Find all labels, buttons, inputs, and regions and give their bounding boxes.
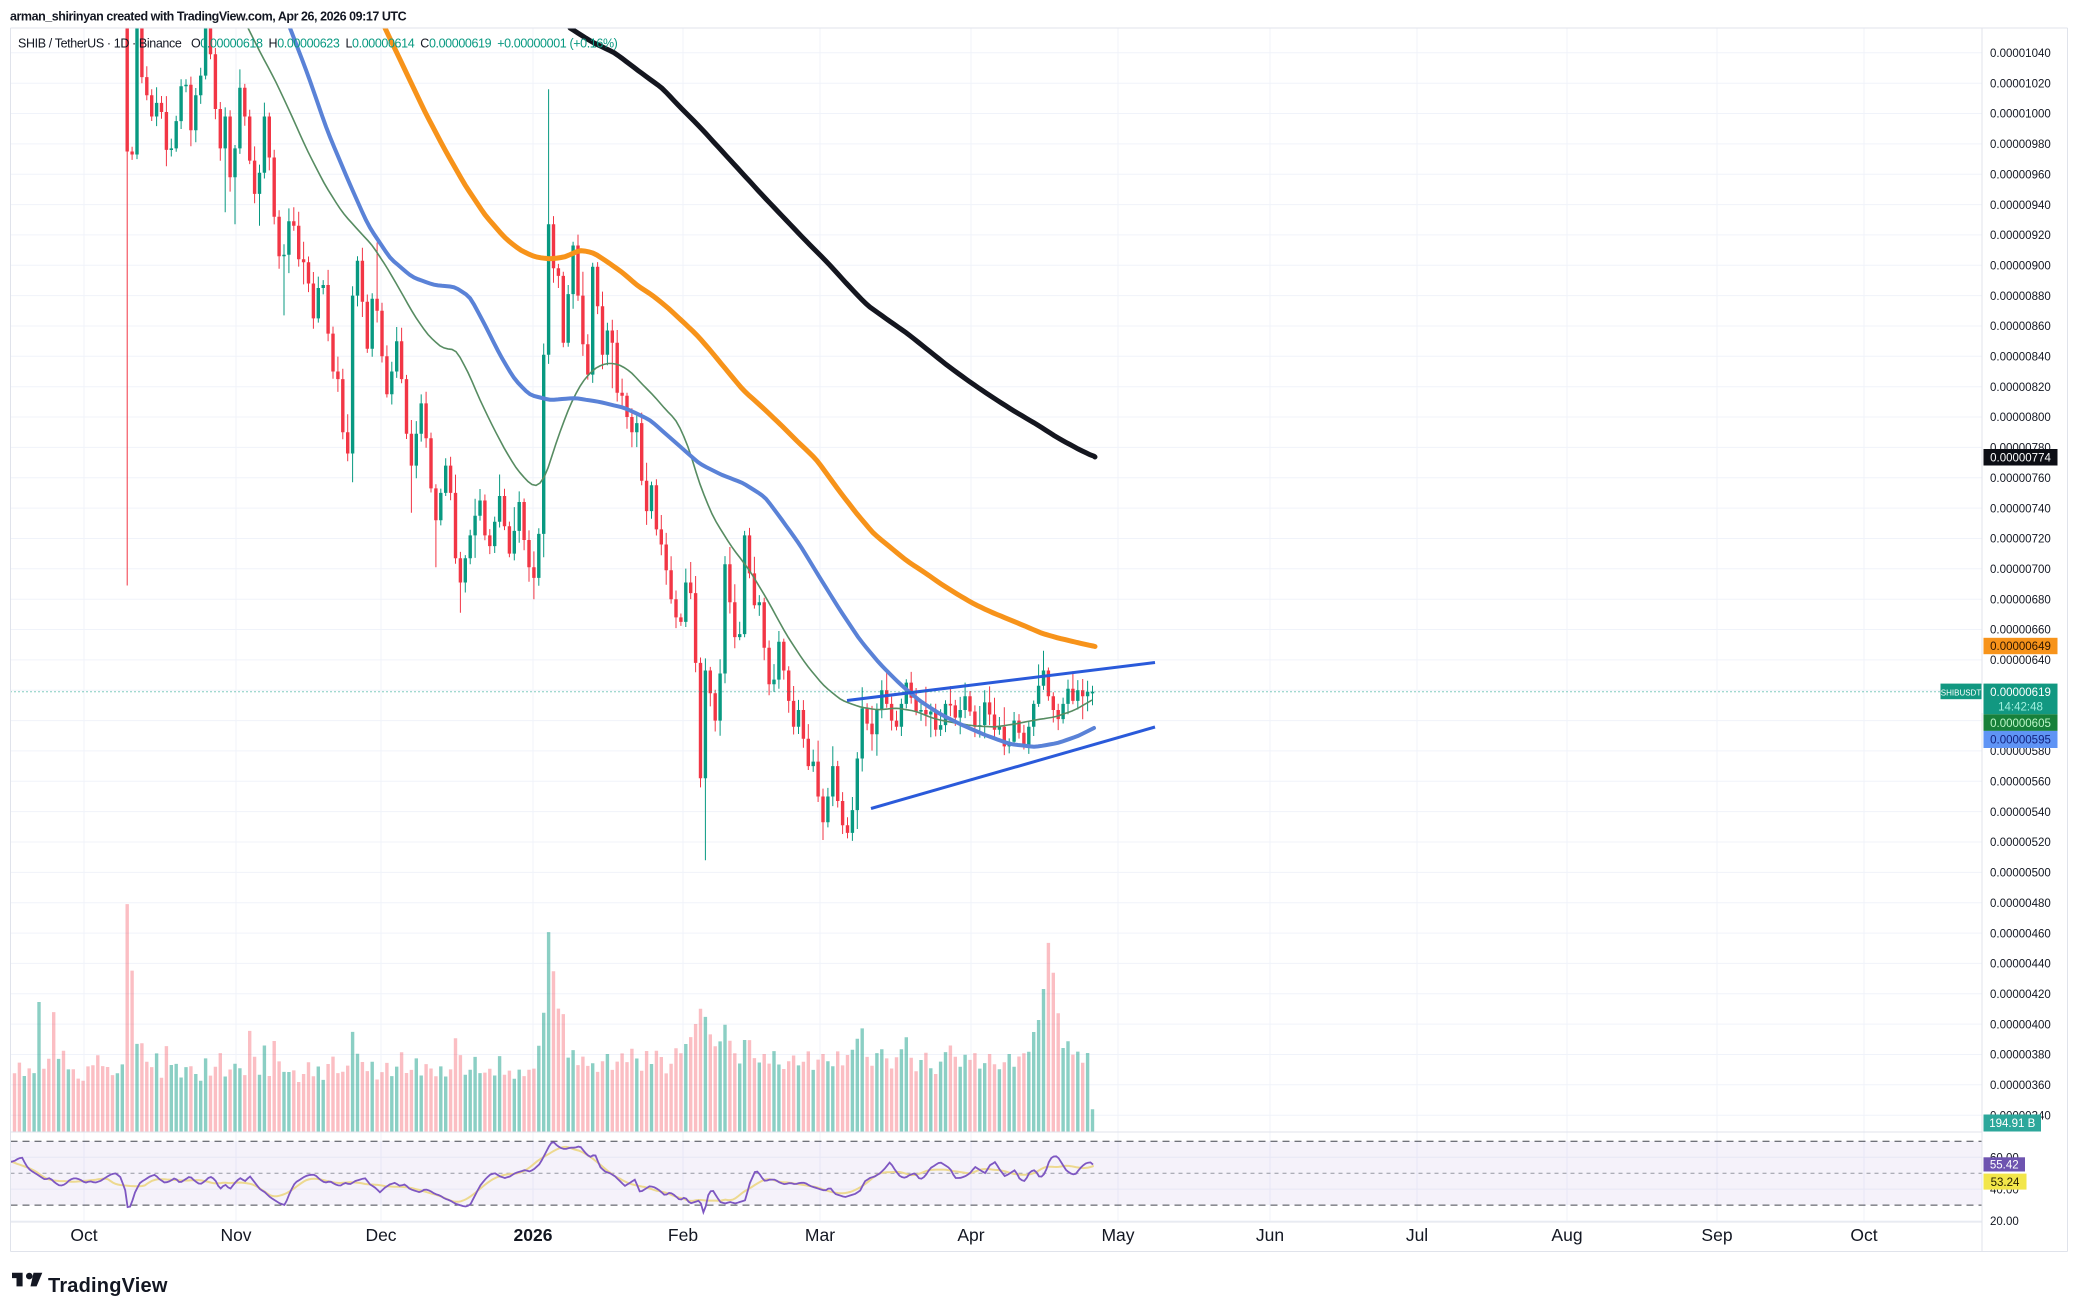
svg-text:0.00000540: 0.00000540 (1990, 807, 2051, 819)
svg-text:0.00001000: 0.00001000 (1990, 109, 2051, 121)
svg-text:0.00000420: 0.00000420 (1990, 989, 2051, 1001)
svg-text:0.00000700: 0.00000700 (1990, 564, 2051, 576)
svg-text:Jun: Jun (1256, 1225, 1284, 1245)
svg-text:0.00000440: 0.00000440 (1990, 959, 2051, 971)
svg-text:Aug: Aug (1551, 1225, 1582, 1245)
svg-text:0.00000774: 0.00000774 (1990, 452, 2051, 464)
svg-text:0.00000840: 0.00000840 (1990, 352, 2051, 364)
svg-text:0.00000980: 0.00000980 (1990, 139, 2051, 151)
svg-text:0.00000460: 0.00000460 (1990, 928, 2051, 940)
svg-text:SHIBUSDT: SHIBUSDT (1941, 689, 1982, 698)
svg-text:0.00000500: 0.00000500 (1990, 868, 2051, 880)
svg-text:0.00000940: 0.00000940 (1990, 200, 2051, 212)
svg-text:0.00000960: 0.00000960 (1990, 169, 2051, 181)
svg-text:0.00000595: 0.00000595 (1990, 735, 2051, 747)
svg-text:0.00000605: 0.00000605 (1990, 718, 2051, 730)
svg-text:0.00001040: 0.00001040 (1990, 48, 2051, 60)
svg-text:0.00000680: 0.00000680 (1990, 594, 2051, 606)
svg-text:0.00000920: 0.00000920 (1990, 230, 2051, 242)
svg-text:0.00000480: 0.00000480 (1990, 898, 2051, 910)
svg-text:0.00000580: 0.00000580 (1990, 746, 2051, 758)
svg-text:0.00000640: 0.00000640 (1990, 655, 2051, 667)
svg-text:0.00000660: 0.00000660 (1990, 625, 2051, 637)
svg-text:0.00000800: 0.00000800 (1990, 412, 2051, 424)
svg-text:SHIB / TetherUS · 1D · Binance: SHIB / TetherUS · 1D · Binance O0.0000061… (18, 36, 618, 50)
svg-text:Dec: Dec (365, 1225, 396, 1245)
svg-text:Feb: Feb (668, 1225, 698, 1245)
svg-text:0.00000900: 0.00000900 (1990, 261, 2051, 273)
svg-text:Jul: Jul (1406, 1225, 1428, 1245)
svg-text:2026: 2026 (514, 1225, 553, 1245)
svg-text:Sep: Sep (1701, 1225, 1732, 1245)
svg-text:0.00000619: 0.00000619 (1990, 687, 2051, 699)
svg-text:0.00000560: 0.00000560 (1990, 777, 2051, 789)
svg-text:Mar: Mar (805, 1225, 835, 1245)
svg-text:arman_shirinyan created with T: arman_shirinyan created with TradingView… (10, 10, 407, 24)
svg-text:0.00000380: 0.00000380 (1990, 1050, 2051, 1062)
svg-text:0.00000860: 0.00000860 (1990, 321, 2051, 333)
svg-text:20.00: 20.00 (1990, 1216, 2019, 1228)
svg-text:Apr: Apr (957, 1225, 984, 1245)
svg-text:0.00000520: 0.00000520 (1990, 837, 2051, 849)
svg-text:194.91 B: 194.91 B (1989, 1118, 2035, 1130)
svg-text:0.00000400: 0.00000400 (1990, 1019, 2051, 1031)
svg-text:0.00000820: 0.00000820 (1990, 382, 2051, 394)
svg-text:0.00000360: 0.00000360 (1990, 1080, 2051, 1092)
svg-text:55.42: 55.42 (1990, 1160, 2019, 1172)
svg-text:53.24: 53.24 (1991, 1177, 2020, 1189)
svg-text:Oct: Oct (1850, 1225, 1877, 1245)
svg-text:Nov: Nov (220, 1225, 251, 1245)
svg-text:0.00000760: 0.00000760 (1990, 473, 2051, 485)
svg-text:0.00000649: 0.00000649 (1990, 641, 2051, 653)
svg-text:0.00000740: 0.00000740 (1990, 503, 2051, 515)
svg-text:May: May (1101, 1225, 1134, 1245)
svg-text:14:42:48: 14:42:48 (1998, 702, 2043, 714)
svg-text:0.00000880: 0.00000880 (1990, 291, 2051, 303)
svg-text:0.00001020: 0.00001020 (1990, 78, 2051, 90)
svg-text:0.00000720: 0.00000720 (1990, 534, 2051, 546)
svg-text:Oct: Oct (70, 1225, 97, 1245)
svg-text:TradingView: TradingView (48, 1275, 168, 1297)
